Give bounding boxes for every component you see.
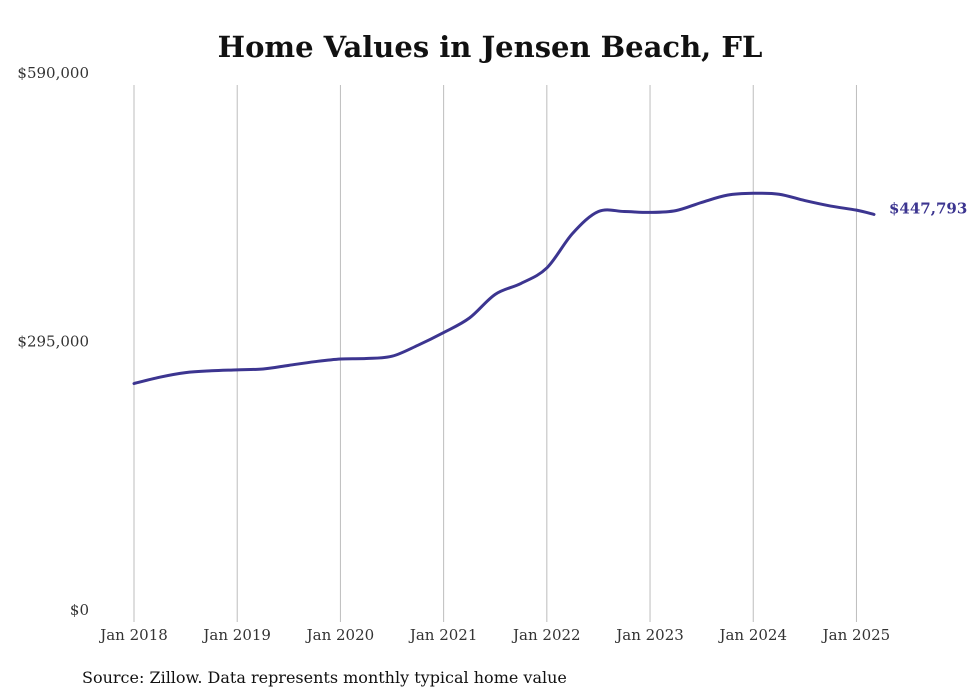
- end-value-label: $447,793: [889, 199, 967, 217]
- x-tick-label: Jan 2025: [821, 626, 891, 644]
- series-layer: $447,793: [132, 191, 967, 386]
- y-tick-label: $0: [70, 601, 89, 619]
- y-tick-label: $590,000: [17, 64, 89, 82]
- x-tick-label: Jan 2022: [511, 626, 581, 644]
- x-tick-label: Jan 2019: [201, 626, 271, 644]
- y-tick-label: $295,000: [17, 333, 89, 351]
- grid-layer: [133, 85, 857, 622]
- x-axis-ticks: Jan 2018 Jan 2019 Jan 2020 Jan 2021 Jan 2022…: [98, 626, 890, 644]
- x-tick-label: Jan 2024: [717, 626, 787, 644]
- home-value-line: [132, 191, 876, 386]
- source-note: Source: Zillow. Data represents monthly …: [82, 668, 567, 687]
- y-axis-ticks: $0 $295,000 $590,000: [17, 64, 89, 619]
- chart-title: Home Values in Jensen Beach, FL: [217, 30, 763, 64]
- x-tick-label: Jan 2021: [408, 626, 478, 644]
- x-tick-label: Jan 2023: [614, 626, 684, 644]
- x-tick-label: Jan 2020: [305, 626, 375, 644]
- x-tick-label: Jan 2018: [98, 626, 168, 644]
